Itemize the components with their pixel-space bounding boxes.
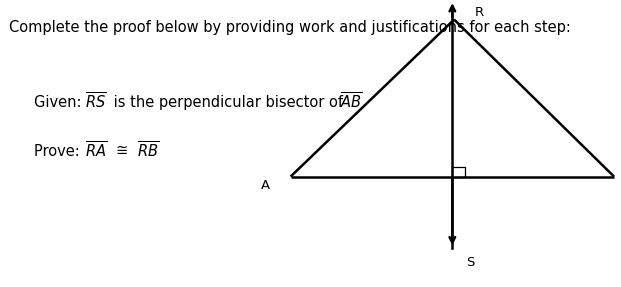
Text: $\cong$: $\cong$ xyxy=(113,142,129,157)
Text: Complete the proof below by providing work and justifications for each step:: Complete the proof below by providing wo… xyxy=(9,20,571,35)
Text: Given:: Given: xyxy=(34,95,86,110)
Text: A: A xyxy=(261,179,270,192)
Text: Prove:: Prove: xyxy=(34,144,84,158)
Text: $\overline{RS}$: $\overline{RS}$ xyxy=(85,92,107,112)
Text: $\overline{RB}$: $\overline{RB}$ xyxy=(137,141,159,161)
Text: R: R xyxy=(475,6,484,19)
Text: is the perpendicular bisector of: is the perpendicular bisector of xyxy=(109,95,347,110)
Text: $\overline{RA}$: $\overline{RA}$ xyxy=(85,141,107,161)
Text: $\overline{AB}$: $\overline{AB}$ xyxy=(340,92,363,112)
Text: S: S xyxy=(466,257,474,269)
